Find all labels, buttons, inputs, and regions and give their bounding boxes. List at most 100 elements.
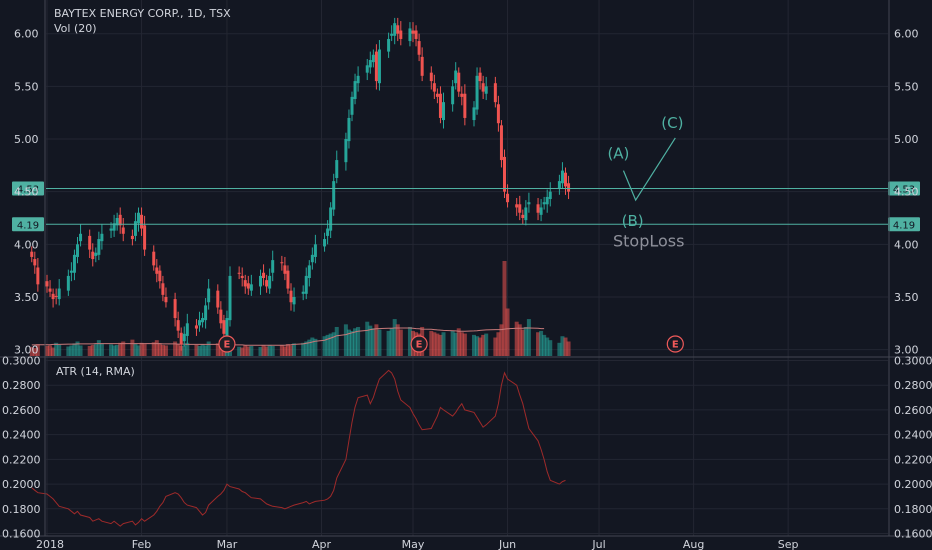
volume-bar — [505, 308, 510, 356]
candle-body — [442, 102, 445, 121]
price-tick-left: 4.50 — [14, 186, 39, 199]
volume-bar — [353, 328, 358, 356]
volume-bar — [475, 336, 480, 356]
earnings-marker-label: E — [672, 340, 679, 351]
volume-bar — [392, 319, 397, 356]
candle-body — [377, 49, 381, 84]
candle-body — [478, 72, 482, 82]
atr-tick-right: 0.2600 — [894, 404, 932, 417]
volume-bar — [179, 345, 184, 356]
candle-body — [472, 107, 476, 121]
volume-bar — [185, 342, 190, 356]
candle-body — [204, 305, 208, 321]
candle-body — [115, 217, 119, 226]
x-tick-label: Apr — [312, 538, 332, 550]
candle-body — [496, 104, 500, 124]
candle-body — [198, 320, 201, 326]
atr-tick-right: 0.2800 — [894, 379, 932, 392]
candle-body — [411, 30, 415, 34]
volume-bar — [328, 333, 333, 356]
volume-bar — [157, 343, 162, 356]
candle-body — [335, 160, 339, 178]
volume-legend: Vol (20) — [54, 22, 97, 35]
candle-body — [435, 93, 439, 97]
volume-bar — [313, 338, 318, 356]
annotations[interactable]: (A) (B) (C) StopLoss E E E — [218, 114, 685, 353]
volume-bar — [139, 342, 144, 356]
volume-bar — [365, 321, 370, 356]
x-tick-label: Jul — [591, 538, 605, 550]
volume-bar — [438, 334, 443, 356]
atr-tick-left: 0.1600 — [2, 528, 41, 541]
volume-bar — [453, 332, 458, 356]
candle-body — [219, 309, 223, 324]
volume-bar — [29, 346, 34, 356]
candle-body — [310, 254, 314, 263]
candle-body — [176, 320, 180, 331]
atr-tick-left: 0.3000 — [2, 354, 41, 367]
volume-bar — [66, 346, 71, 356]
volume-bar — [243, 345, 248, 356]
atr-legend: ATR (14, RMA) — [56, 365, 135, 378]
candle-body — [432, 83, 436, 92]
candle-body — [503, 156, 506, 192]
candle-body — [246, 283, 250, 289]
volume-bar — [115, 344, 120, 356]
volume-bar — [374, 324, 379, 356]
volume-bar — [496, 332, 501, 356]
horizontal-levels[interactable]: 4.53 4.53 4.19 4.19 — [12, 181, 920, 232]
candle-body — [30, 251, 34, 257]
volume-bar — [237, 346, 242, 356]
candle-body — [399, 30, 403, 39]
price-tick-left: 5.00 — [14, 133, 39, 146]
earnings-marker — [666, 335, 684, 353]
candle-body — [201, 318, 205, 323]
candle-body — [499, 125, 503, 161]
volume-bar — [395, 324, 400, 356]
wave-label-b: (B) — [622, 212, 644, 230]
candle-body — [182, 333, 186, 342]
stoploss-price-badge-left — [12, 217, 44, 232]
candle-body — [262, 272, 266, 279]
volume-bar — [456, 328, 461, 356]
candle-body — [387, 38, 391, 52]
volume-bar — [121, 341, 126, 356]
earnings-marker — [410, 335, 428, 353]
x-tick-label: Aug — [683, 538, 704, 550]
candle-body — [94, 252, 98, 256]
candle-body — [268, 275, 272, 289]
volume-bar — [35, 344, 40, 356]
volume-bar — [48, 345, 53, 356]
volume-bar — [130, 339, 135, 356]
candle-body — [347, 117, 351, 142]
volume-bar — [45, 345, 49, 356]
candle-body — [524, 207, 528, 221]
candle-body — [390, 33, 394, 36]
stoploss-price-label-right: 4.19 — [893, 220, 915, 231]
candle-body — [222, 320, 226, 334]
candle-body — [408, 28, 412, 42]
volume-bar — [307, 339, 312, 356]
volume-bar — [542, 334, 547, 356]
candle-body — [289, 290, 293, 303]
candle-body — [548, 191, 552, 200]
candles — [30, 17, 571, 351]
price-tick-left: 6.00 — [14, 28, 39, 41]
volume-bar — [258, 347, 263, 356]
volume-bar — [197, 345, 202, 356]
candle-body — [286, 270, 290, 289]
candle-body — [66, 275, 70, 291]
volume-bar — [526, 319, 531, 356]
volume-bar — [386, 330, 391, 356]
candle-body — [194, 325, 198, 329]
volume-bar — [78, 345, 83, 356]
atr-tick-right: 0.1800 — [894, 503, 932, 516]
price-tick-right: 5.00 — [894, 133, 919, 146]
candle-body — [475, 75, 479, 110]
volume-bar — [545, 337, 550, 356]
candle-body — [54, 295, 58, 297]
x-tick-label: Feb — [132, 538, 151, 550]
volume-bar — [432, 332, 437, 356]
candle-body — [100, 233, 104, 242]
